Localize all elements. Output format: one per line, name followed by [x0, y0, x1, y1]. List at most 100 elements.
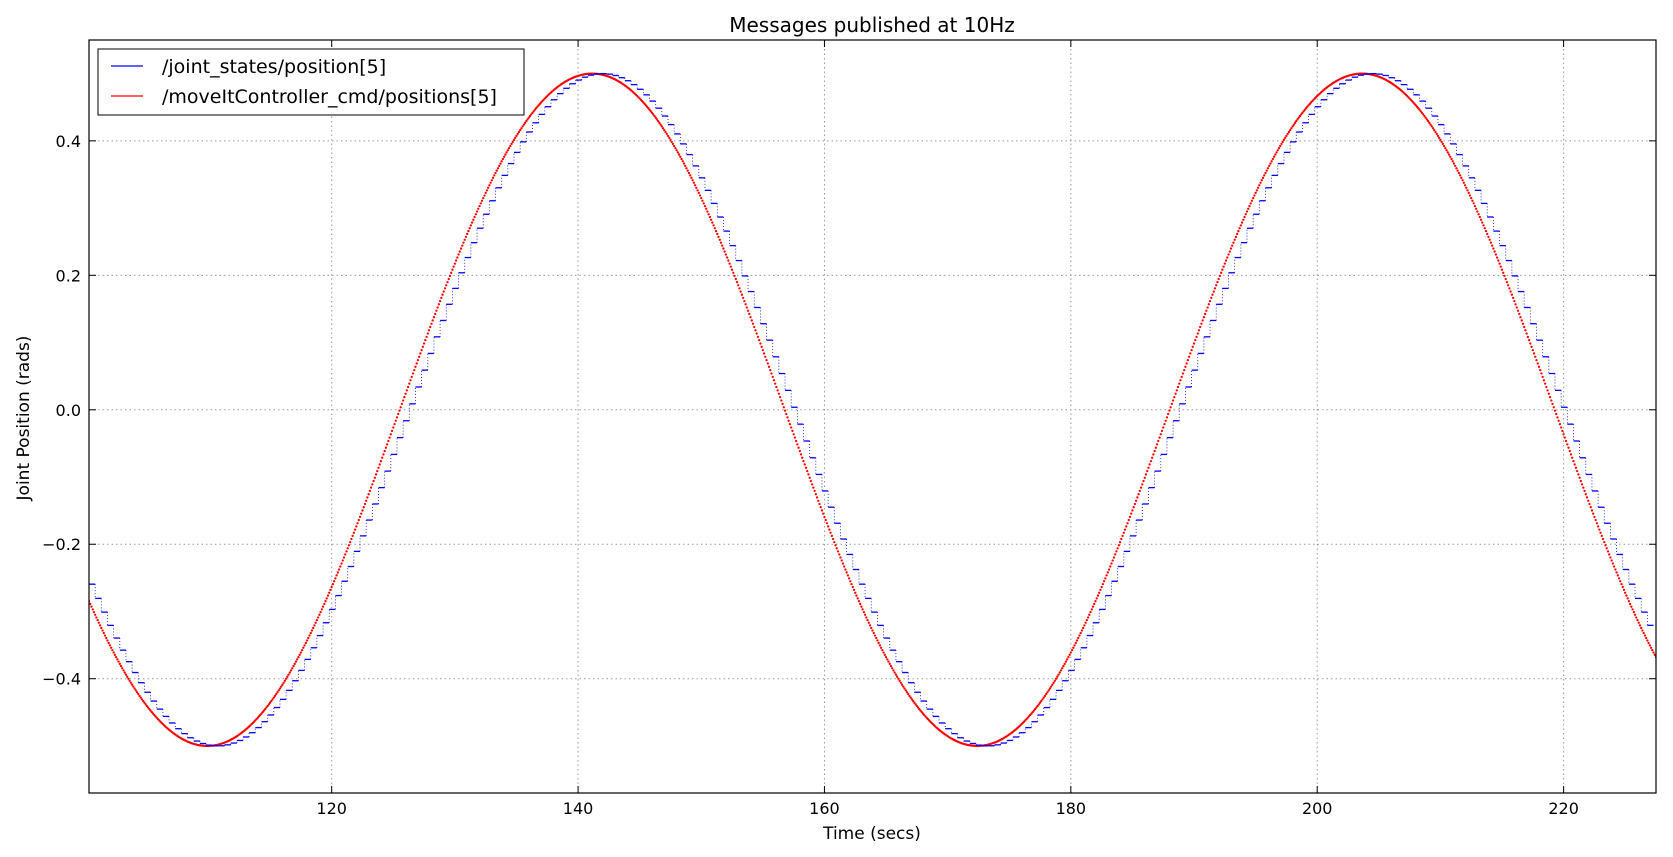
cmd-data-point [1433, 128, 1436, 132]
cmd-data-point [1085, 618, 1088, 622]
cmd-data-point [1048, 687, 1052, 690]
cmd-data-point [1239, 224, 1242, 227]
cmd-data-point [1158, 436, 1161, 439]
cmd-data-point [804, 466, 808, 469]
series-layer [89, 72, 1656, 748]
cmd-data-point [116, 658, 119, 661]
cmd-data-point [1293, 121, 1297, 124]
cmd-data-point [1435, 132, 1438, 136]
cmd-data-point [1472, 202, 1475, 205]
cmd-data-point [1551, 402, 1554, 406]
cmd-data-point [1508, 287, 1511, 290]
cmd-data-point [416, 358, 420, 362]
cmd-data-point [823, 515, 826, 519]
cmd-data-point [1572, 459, 1575, 463]
cmd-data-point [777, 392, 781, 395]
cmd-data-point [684, 164, 687, 168]
cmd-data-point [399, 406, 402, 409]
cmd-data-point [1487, 235, 1490, 238]
cmd-data-point [1640, 626, 1643, 630]
cmd-data-point [1285, 134, 1288, 137]
cmd-data-point [1466, 189, 1469, 192]
cmd-data-point [1252, 196, 1255, 200]
cmd-data-point [135, 691, 139, 694]
cmd-data-point [1582, 486, 1585, 489]
cmd-data-point [454, 259, 458, 262]
cmd-data-point [1180, 375, 1183, 379]
cmd-data-point [721, 244, 724, 247]
cmd-data-point [530, 113, 533, 116]
cmd-data-point [445, 284, 448, 287]
cmd-data-point [1202, 316, 1206, 319]
cmd-data-point [724, 253, 728, 256]
cmd-data-point [112, 651, 115, 654]
cmd-data-point [130, 683, 134, 686]
cmd-data-point [879, 646, 883, 649]
cmd-data-point [355, 525, 358, 528]
cmd-data-point [1151, 456, 1154, 459]
cmd-data-point [1157, 439, 1160, 443]
cmd-data-point [368, 489, 372, 493]
cmd-data-point [1291, 125, 1294, 128]
cmd-data-point [1174, 392, 1177, 395]
cmd-data-point [1132, 506, 1135, 509]
cmd-data-point [1531, 348, 1534, 352]
cmd-data-point [459, 247, 463, 250]
cmd-data-point [304, 641, 307, 645]
cmd-data-point [791, 429, 794, 433]
cmd-data-point [830, 534, 833, 538]
cmd-data-point [440, 296, 443, 300]
cmd-data-point [143, 701, 146, 704]
cmd-data-point [733, 274, 736, 278]
cmd-data-point [711, 221, 714, 224]
cmd-data-point [1555, 412, 1558, 416]
cmd-data-point [1232, 241, 1235, 244]
cmd-data-point [1474, 207, 1478, 210]
cmd-data-point [1559, 426, 1563, 429]
cmd-data-point [1616, 574, 1619, 577]
cmd-data-point [422, 342, 426, 345]
cmd-data-point [527, 116, 530, 119]
cmd-data-point [1576, 469, 1579, 473]
cmd-data-point [1256, 186, 1260, 189]
cmd-data-point [1284, 136, 1287, 139]
cmd-data-point [1632, 610, 1635, 614]
cmd-data-point [717, 235, 720, 238]
cmd-data-point [1114, 553, 1117, 556]
cmd-data-point [1033, 707, 1037, 711]
cmd-data-point [376, 469, 379, 473]
cmd-data-point [97, 621, 101, 624]
cmd-data-point [787, 419, 790, 422]
cmd-data-point [1263, 174, 1266, 177]
cmd-data-point [126, 675, 129, 678]
cmd-data-point [1534, 355, 1537, 358]
cmd-data-point [913, 701, 916, 704]
cmd-data-point [701, 199, 704, 202]
cmd-data-point [1212, 290, 1215, 293]
cmd-data-point [467, 229, 470, 233]
cmd-data-point [1176, 385, 1180, 389]
cmd-data-point [366, 496, 369, 499]
cmd-data-point [661, 127, 665, 130]
cmd-data-point [740, 293, 744, 296]
cmd-data-point [799, 453, 803, 456]
cmd-data-point [825, 522, 829, 525]
cmd-data-point [1206, 306, 1209, 309]
cmd-data-point [903, 687, 906, 690]
cmd-data-point [1557, 419, 1560, 422]
cmd-data-point [802, 459, 805, 463]
cmd-data-point [1563, 436, 1566, 439]
cmd-data-point [411, 372, 415, 375]
cmd-data-point [334, 577, 337, 580]
cmd-data-point [758, 339, 761, 342]
cmd-data-point [766, 362, 769, 365]
cmd-data-point [1072, 646, 1075, 649]
cmd-data-point [855, 594, 858, 597]
x-tick-label: 160 [809, 799, 840, 818]
cmd-data-point [1535, 358, 1538, 362]
cmd-data-point [843, 565, 846, 568]
cmd-data-point [523, 121, 527, 124]
cmd-data-point [362, 506, 365, 509]
cmd-data-point [113, 653, 117, 656]
cmd-data-point [1541, 375, 1544, 379]
